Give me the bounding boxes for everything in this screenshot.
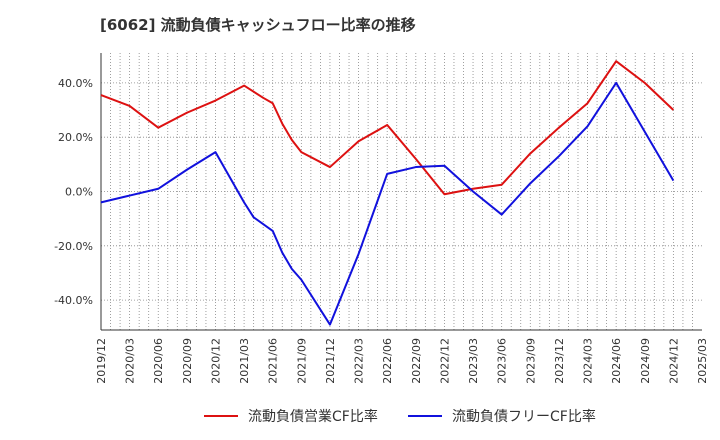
y-tick-label: -20.0% (54, 240, 93, 253)
x-tick-label: 2020/06 (152, 338, 165, 384)
legend-swatch (408, 415, 442, 417)
x-tick-label: 2019/12 (95, 338, 108, 384)
x-tick-label: 2022/06 (381, 338, 394, 384)
x-tick-label: 2020/03 (124, 338, 137, 384)
x-tick-label: 2020/12 (209, 338, 222, 384)
y-tick-label: -40.0% (54, 294, 93, 307)
x-tick-label: 2021/06 (267, 338, 280, 384)
x-tick-label: 2022/03 (353, 338, 366, 384)
y-tick-label: 0.0% (65, 186, 93, 199)
x-tick-label: 2024/06 (610, 338, 623, 384)
x-tick-label: 2021/12 (324, 338, 337, 384)
x-tick-label: 2023/03 (467, 338, 480, 384)
x-tick-label: 2021/09 (295, 338, 308, 384)
chart-title: [6062] 流動負債キャッシュフロー比率の推移 (100, 16, 416, 34)
legend-swatch (204, 415, 238, 417)
legend-label: 流動負債フリーCF比率 (452, 409, 596, 425)
x-tick-label: 2024/03 (582, 338, 595, 384)
x-tick-label: 2025/03 (696, 338, 709, 384)
y-tick-label: 20.0% (58, 131, 93, 144)
y-tick-label: 40.0% (58, 77, 93, 90)
x-tick-label: 2024/09 (639, 338, 652, 384)
x-tick-label: 2023/09 (524, 338, 537, 384)
series-line-2 (100, 81, 675, 326)
legend-label: 流動負債営業CF比率 (248, 409, 378, 425)
legend: 流動負債営業CF比率 流動負債フリーCF比率 (0, 404, 720, 428)
x-tick-label: 2020/09 (181, 338, 194, 384)
x-tick-label: 2023/06 (496, 338, 509, 384)
x-tick-label: 2022/09 (410, 338, 423, 384)
series-line-1 (100, 60, 675, 196)
x-tick-label: 2023/12 (553, 338, 566, 384)
legend-item-2: 流動負債フリーCF比率 (408, 404, 596, 428)
x-tick-label: 2021/03 (238, 338, 251, 384)
x-tick-label: 2024/12 (667, 338, 680, 384)
legend-item-1: 流動負債営業CF比率 (204, 404, 378, 428)
x-tick-label: 2022/12 (438, 338, 451, 384)
